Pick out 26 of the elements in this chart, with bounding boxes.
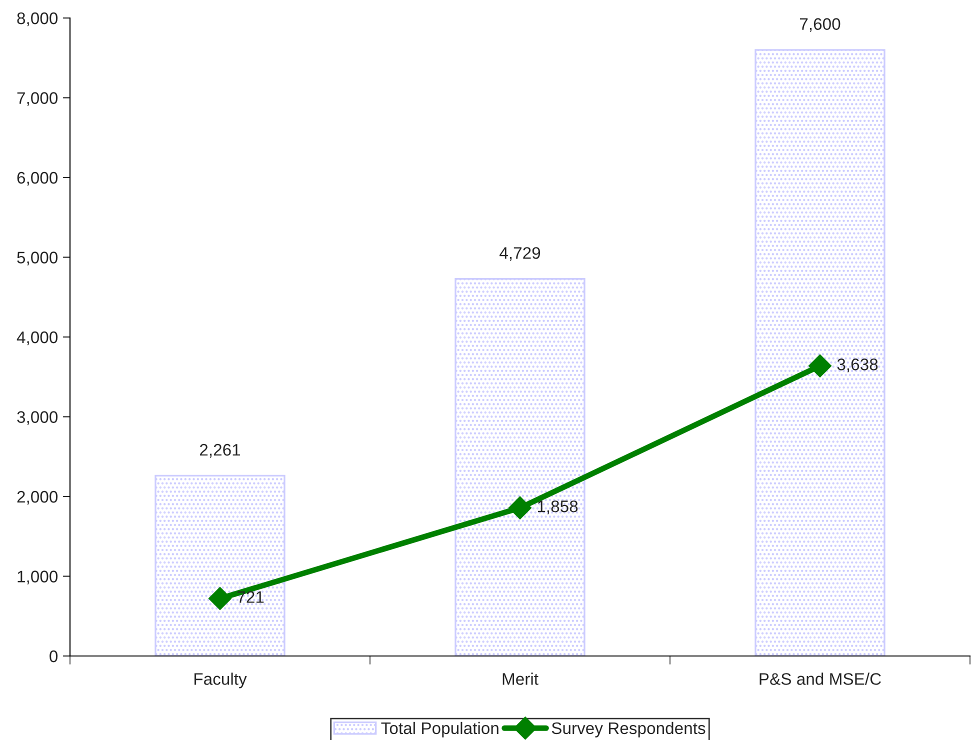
point: [208, 587, 232, 610]
x-tick-label: P&S and MSE/C: [760, 672, 881, 685]
data-label: 4,729: [500, 247, 540, 261]
y-tick-label: 8,000: [17, 12, 58, 26]
legend-label: Total Population: [381, 722, 498, 738]
x-tick-label: Merit: [502, 672, 538, 685]
point: [508, 496, 532, 520]
bar: [154, 474, 286, 656]
y-tick-label: 7,000: [17, 92, 58, 106]
data-label: 7,600: [800, 18, 840, 32]
y-tick-label: 5,000: [17, 252, 58, 266]
data-label: 721: [238, 591, 264, 603]
data-label: 3,638: [837, 358, 878, 372]
x-tick-label: Faculty: [194, 672, 247, 688]
data-label: 2,261: [200, 444, 240, 458]
y-tick-label: 0: [50, 650, 58, 662]
y-tick-label: 4,000: [16, 331, 58, 346]
y-tick-label: 6,000: [17, 172, 58, 186]
bar: [754, 49, 886, 656]
point: [808, 354, 832, 378]
bar: [454, 278, 586, 656]
legend-label: Survey Respondents: [552, 722, 706, 738]
y-tick-label: 1,000: [18, 570, 58, 584]
y-tick-label: 3,000: [17, 411, 58, 425]
data-label: 1,858: [538, 500, 578, 514]
y-tick-label: 2,000: [17, 490, 58, 505]
